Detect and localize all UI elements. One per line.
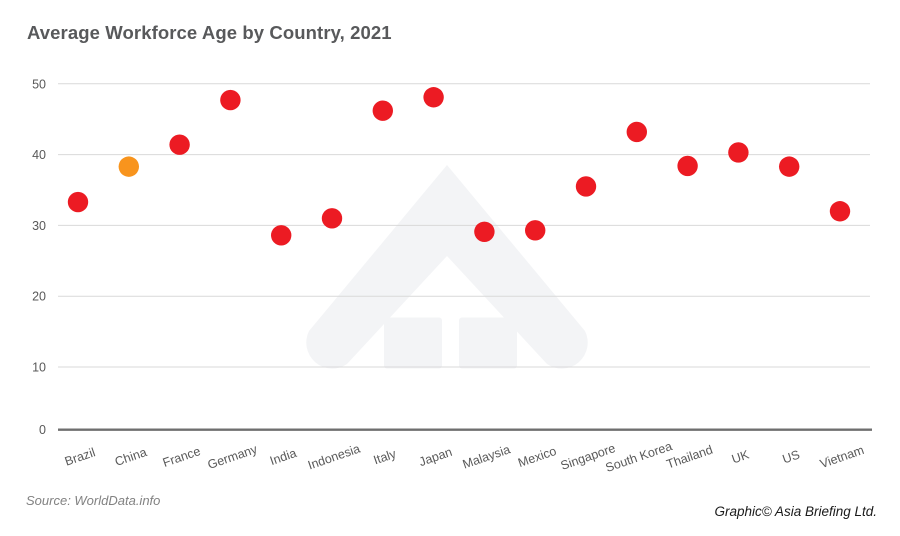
x-tick-label-brazil: Brazil [63, 445, 97, 468]
y-tick-label-50: 50 [32, 77, 46, 91]
x-tick-label-indonesia: Indonesia [306, 442, 362, 473]
data-point-south-korea[interactable] [626, 121, 647, 143]
data-point-brazil[interactable] [67, 191, 89, 213]
x-tick-label-japan: Japan [417, 445, 454, 469]
data-point-singapore[interactable] [575, 176, 597, 197]
y-tick-label-20: 20 [32, 290, 46, 304]
x-tick-label-china: China [113, 445, 148, 469]
source-note: Source: WorldData.info [26, 493, 161, 508]
data-point-india[interactable] [271, 225, 292, 246]
y-tick-label-0: 0 [39, 423, 46, 437]
x-tick-label-uk: UK [730, 447, 752, 466]
data-point-us[interactable] [779, 156, 800, 177]
data-point-thailand[interactable] [677, 155, 698, 177]
x-tick-label-india: India [268, 446, 298, 468]
data-point-germany[interactable] [220, 89, 241, 111]
data-point-indonesia[interactable] [321, 208, 343, 229]
y-tick-label-40: 40 [32, 148, 46, 162]
data-point-france[interactable] [169, 134, 190, 155]
data-point-japan[interactable] [423, 87, 444, 108]
x-tick-label-mexico: Mexico [516, 444, 558, 470]
x-tick-label-germany: Germany [206, 442, 260, 472]
data-point-uk[interactable] [728, 142, 749, 163]
data-point-china[interactable] [118, 156, 139, 177]
chart-title: Average Workforce Age by Country, 2021 [27, 22, 392, 43]
data-point-vietnam[interactable] [829, 201, 851, 222]
y-tick-label-10: 10 [32, 361, 46, 375]
x-tick-label-thailand: Thailand [665, 443, 715, 472]
x-tick-label-us: US [781, 448, 802, 467]
credit-note: Graphic© Asia Briefing Ltd. [714, 504, 877, 519]
x-tick-label-italy: Italy [372, 446, 399, 467]
data-point-malaysia[interactable] [474, 221, 495, 242]
x-tick-label-south-korea: South Korea [604, 439, 674, 475]
data-point-italy[interactable] [372, 100, 393, 121]
x-tick-label-vietnam: Vietnam [818, 443, 866, 471]
x-tick-label-malaysia: Malaysia [461, 442, 512, 471]
x-tick-label-france: France [161, 444, 202, 470]
data-point-mexico[interactable] [525, 220, 546, 241]
y-tick-label-30: 30 [32, 219, 46, 233]
asia-briefing-watermark-icon [306, 165, 588, 369]
